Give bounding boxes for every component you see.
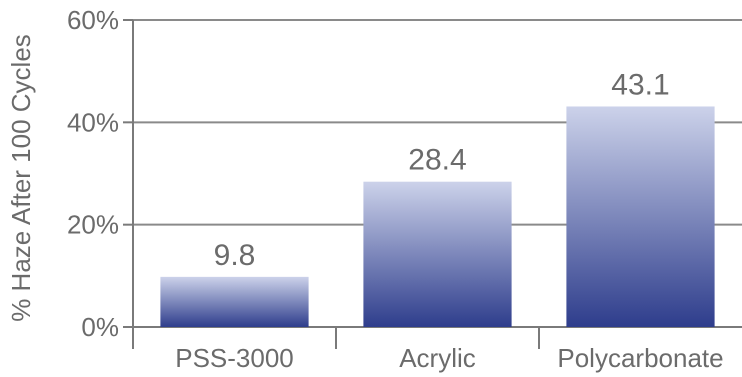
y-tick-label: 40% [67, 107, 119, 137]
y-tick-label: 60% [67, 5, 119, 35]
labels: 0% 20% 40% 60% 9.8 PSS-3000 28.4 Acrylic 43.1 Pol… [67, 5, 724, 373]
data-label: 28.4 [408, 144, 466, 177]
bar [566, 106, 715, 327]
y-tick-label: 0% [81, 312, 119, 342]
bars [160, 106, 715, 327]
y-axis-title: % Haze After 100 Cycles [6, 34, 36, 322]
bar [160, 276, 309, 327]
data-label: 43.1 [611, 68, 669, 101]
x-tick-label: Acrylic [399, 343, 476, 373]
x-tick-label: PSS-3000 [175, 343, 294, 373]
x-tick-label: Polycarbonate [557, 343, 723, 373]
bar [363, 181, 512, 327]
y-tick-label: 20% [67, 210, 119, 240]
data-label: 9.8 [214, 239, 256, 272]
